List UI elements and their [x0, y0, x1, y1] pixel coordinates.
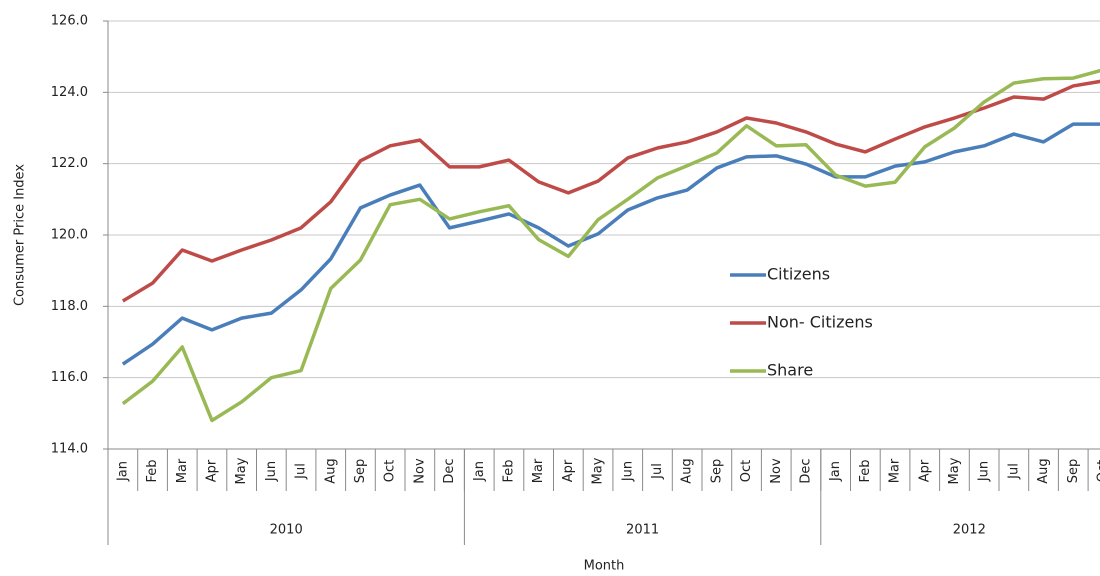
series-line	[121, 122, 1100, 366]
x-tick-label: Mar	[531, 458, 546, 483]
x-tick-label: Jan	[828, 461, 843, 482]
x-group-label: 2012	[953, 523, 986, 538]
x-tick-label: Sep	[709, 459, 724, 484]
x-tick-label: Jun	[264, 461, 279, 482]
y-tick-label: 122.0	[51, 156, 88, 171]
y-axis-label: Consumer Price Index	[13, 164, 28, 306]
x-tick-label: Jul	[650, 463, 665, 480]
x-tick-label: Jun	[620, 461, 635, 482]
y-tick-label: 126.0	[51, 14, 88, 29]
y-tick-label: 118.0	[51, 299, 88, 314]
x-tick-label: Oct	[1095, 460, 1100, 482]
series-line	[121, 79, 1100, 303]
x-tick-label: May	[947, 457, 962, 484]
x-tick-label: Mar	[175, 458, 190, 483]
x-tick-label: Aug	[323, 458, 338, 483]
x-group-label: 2011	[626, 523, 659, 538]
legend-label: Citizens	[767, 265, 830, 284]
x-tick-label: Feb	[145, 459, 160, 482]
x-tick-label: Sep	[353, 459, 368, 484]
x-tick-label: Feb	[858, 459, 873, 482]
legend-label: Non- Citizens	[767, 313, 873, 332]
x-tick-label: Apr	[917, 459, 932, 482]
x-tick-label: May	[591, 457, 606, 484]
x-tick-label: Oct	[739, 460, 754, 482]
x-tick-label: Aug	[1036, 458, 1051, 483]
x-tick-label: May	[234, 457, 249, 484]
y-tick-label: 114.0	[51, 442, 88, 457]
x-tick-label: Aug	[680, 458, 695, 483]
x-tick-label: Apr	[561, 459, 576, 482]
x-tick-label: Oct	[383, 460, 398, 482]
x-tick-label: Dec	[798, 458, 813, 483]
x-tick-label: Jul	[1006, 463, 1021, 480]
x-group-label: 2010	[270, 523, 303, 538]
x-tick-label: Nov	[412, 458, 427, 484]
x-tick-label: Sep	[1066, 459, 1081, 484]
x-tick-label: Nov	[769, 458, 784, 484]
x-tick-label: Apr	[204, 459, 219, 482]
x-tick-label: Jul	[294, 463, 309, 480]
x-tick-label: Jan	[115, 461, 130, 482]
series-line	[121, 68, 1100, 423]
x-axis-label: Month	[584, 559, 625, 574]
x-tick-label: Jun	[977, 461, 992, 482]
x-tick-label: Feb	[501, 459, 516, 482]
y-tick-label: 124.0	[51, 85, 88, 100]
y-tick-label: 116.0	[51, 370, 88, 385]
x-tick-label: Jan	[472, 461, 487, 482]
x-tick-label: Dec	[442, 458, 457, 483]
y-tick-label: 120.0	[51, 228, 88, 243]
legend-label: Share	[767, 361, 813, 380]
x-tick-label: Mar	[888, 458, 903, 483]
